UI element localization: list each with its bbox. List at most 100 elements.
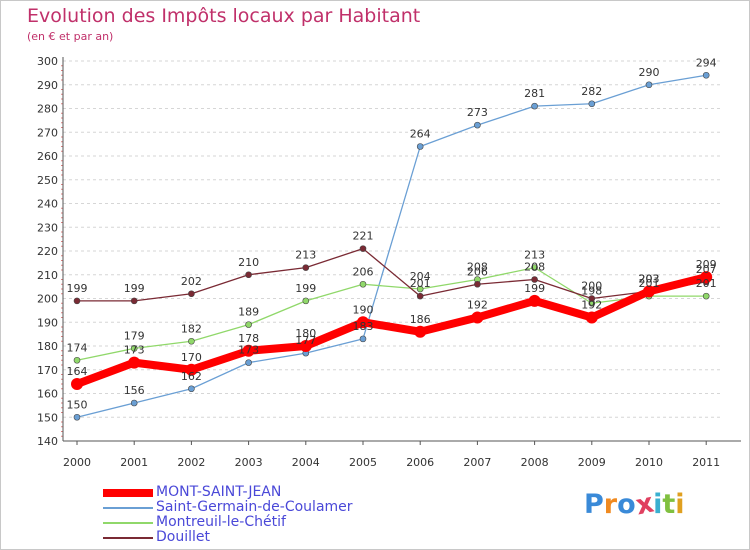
data-label: 190 xyxy=(353,303,374,316)
legend-swatch xyxy=(103,522,153,524)
data-point xyxy=(188,385,195,393)
data-label: 199 xyxy=(67,282,88,295)
data-label: 183 xyxy=(353,320,374,333)
data-point xyxy=(531,264,538,271)
logo-letter: r xyxy=(603,489,618,520)
data-label: 170 xyxy=(181,351,202,364)
series-group xyxy=(71,71,713,421)
x-tick-label: 2010 xyxy=(635,456,663,469)
data-label: 192 xyxy=(581,299,602,312)
data-point xyxy=(188,290,195,298)
y-tick-label: 240 xyxy=(37,198,58,211)
series-line-2 xyxy=(76,266,707,361)
y-tick-label: 180 xyxy=(37,340,58,353)
legend-label: Saint-Germain-de-Coulamer xyxy=(156,499,353,515)
data-point xyxy=(414,325,427,338)
data-label: 199 xyxy=(124,282,145,295)
data-label: 290 xyxy=(639,66,660,79)
data-label: 282 xyxy=(581,85,602,98)
chart-title: Evolution des Impôts locaux par Habitant xyxy=(27,5,421,27)
data-point xyxy=(185,363,198,376)
data-point xyxy=(471,311,484,324)
data-label: 182 xyxy=(181,322,202,335)
logo-letter: i xyxy=(653,489,663,520)
y-tick-label: 170 xyxy=(37,364,58,377)
logo-letter: o xyxy=(617,489,636,520)
data-label: 209 xyxy=(696,258,717,271)
data-label: 207 xyxy=(696,263,717,276)
y-tick-label: 270 xyxy=(37,126,58,139)
y-tick-label: 150 xyxy=(37,411,58,424)
data-point xyxy=(416,292,424,300)
data-label: 150 xyxy=(67,398,88,411)
data-label: 174 xyxy=(67,341,88,354)
x-tick-label: 2002 xyxy=(177,456,205,469)
data-label: 173 xyxy=(238,344,259,357)
series-line-0 xyxy=(73,273,711,388)
y-tick-label: 300 xyxy=(37,55,58,68)
x-tick-label: 2004 xyxy=(292,456,320,469)
data-point xyxy=(302,297,310,305)
data-label: 203 xyxy=(639,272,660,285)
data-label: 210 xyxy=(238,256,259,269)
x-tick-label: 2009 xyxy=(578,456,606,469)
y-tick-label: 160 xyxy=(37,388,58,401)
data-point xyxy=(416,285,424,293)
data-label: 208 xyxy=(467,261,488,274)
data-label: 200 xyxy=(581,280,602,293)
x-tick-label: 2000 xyxy=(63,456,91,469)
data-point xyxy=(643,285,655,298)
x-tick-label: 2003 xyxy=(235,456,263,469)
data-label: 206 xyxy=(467,265,488,278)
data-point xyxy=(73,297,81,305)
data-point xyxy=(73,413,81,421)
logo-letter: i xyxy=(675,489,685,520)
series-line-3 xyxy=(76,247,707,302)
grid-lines xyxy=(63,60,721,442)
x-tick-label: 2007 xyxy=(463,456,491,469)
data-point xyxy=(474,121,481,129)
data-label: 164 xyxy=(67,365,88,378)
y-tick-label: 260 xyxy=(37,150,58,163)
x-tick-label: 2006 xyxy=(406,456,434,469)
chart-subtitle: (en € et par an) xyxy=(27,30,114,43)
data-label: 203 xyxy=(639,272,660,285)
data-label: 213 xyxy=(295,249,316,262)
y-axis: 140 150 160 170 180 190 200 210 220 230 240 250 260 2… xyxy=(37,55,64,448)
proxiti-logo: Proxiti xyxy=(584,488,685,522)
data-label: 178 xyxy=(238,332,259,345)
data-point xyxy=(245,359,252,366)
data-point xyxy=(528,294,541,307)
x-tick-label: 2001 xyxy=(120,456,148,469)
x-axis: 2000 2001 2002 2003 2004 2005 2006 2007 2008 2009… xyxy=(63,440,741,469)
data-label: 208 xyxy=(524,261,545,274)
data-label: 204 xyxy=(410,270,431,283)
data-point xyxy=(700,271,713,284)
y-tick-label: 210 xyxy=(37,269,58,282)
data-point xyxy=(359,335,367,343)
data-point xyxy=(71,378,83,390)
data-point xyxy=(302,264,310,271)
legend-swatch xyxy=(103,537,153,539)
data-label: 156 xyxy=(124,384,145,397)
data-label: 202 xyxy=(181,275,202,288)
y-tick-label: 190 xyxy=(37,316,58,329)
data-point xyxy=(702,71,710,79)
data-point xyxy=(245,271,252,279)
y-tick-label: 250 xyxy=(37,174,58,187)
data-label: 189 xyxy=(238,306,259,319)
data-label: 199 xyxy=(524,282,545,295)
logo-letter: P xyxy=(584,489,604,520)
data-label: 221 xyxy=(353,230,374,243)
x-tick-label: 2008 xyxy=(521,456,549,469)
data-point xyxy=(588,295,596,302)
data-label: 198 xyxy=(581,284,602,297)
data-label: 264 xyxy=(410,128,431,141)
x-tick-label: 2011 xyxy=(692,456,720,469)
data-label: 201 xyxy=(410,277,431,290)
legend-label: MONT-SAINT-JEAN xyxy=(156,484,282,500)
data-point xyxy=(359,280,367,288)
data-point xyxy=(73,356,81,364)
data-point xyxy=(416,143,424,150)
data-label: 281 xyxy=(524,87,545,100)
